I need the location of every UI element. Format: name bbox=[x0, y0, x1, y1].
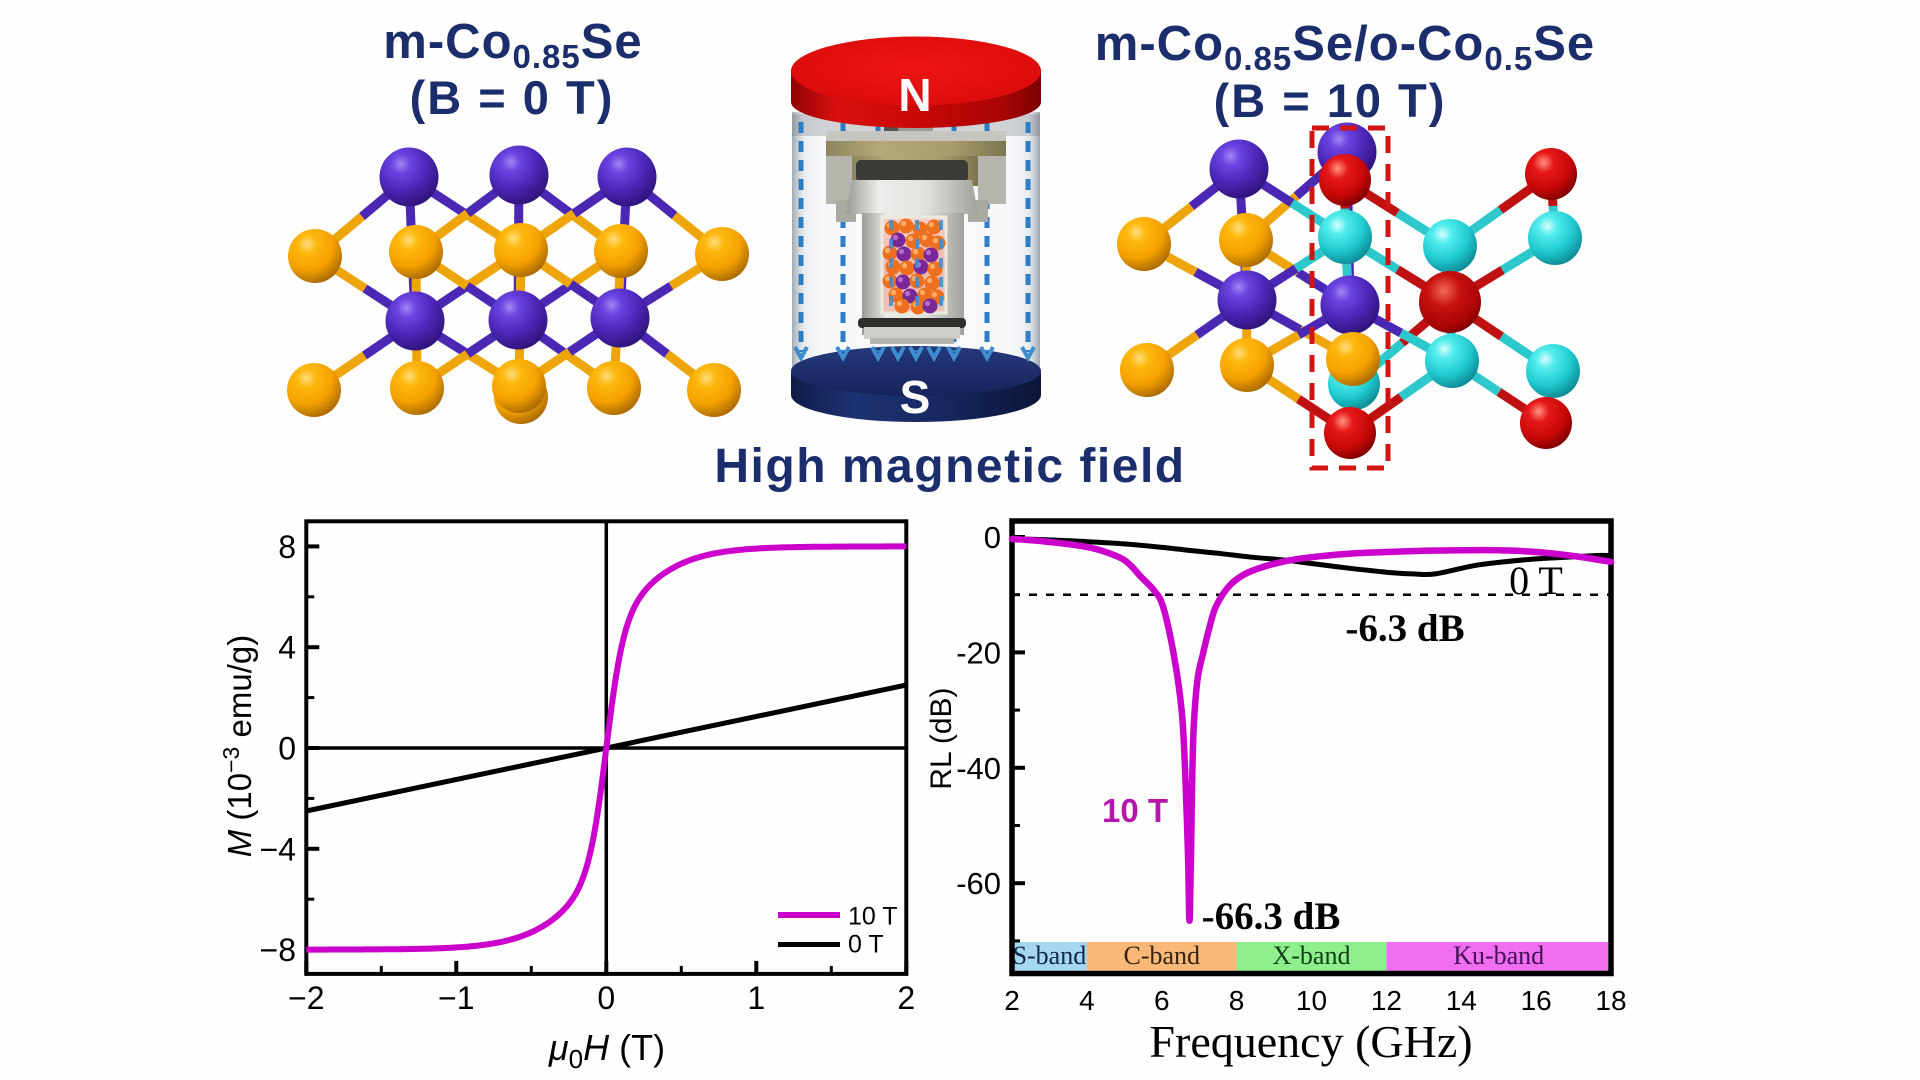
svg-text:X-band: X-band bbox=[1273, 941, 1351, 970]
svg-text:S-band: S-band bbox=[1013, 941, 1087, 970]
svg-text:0 T: 0 T bbox=[848, 931, 884, 959]
svg-text:-60: -60 bbox=[956, 866, 1001, 901]
svg-text:0: 0 bbox=[278, 731, 296, 767]
svg-text:-66.3 dB: -66.3 dB bbox=[1202, 895, 1341, 938]
svg-text:C-band: C-band bbox=[1124, 941, 1201, 970]
svg-text:16: 16 bbox=[1521, 985, 1552, 1016]
svg-text:6: 6 bbox=[1154, 985, 1170, 1016]
svg-text:−4: −4 bbox=[260, 831, 296, 867]
svg-text:8: 8 bbox=[1229, 985, 1245, 1016]
svg-text:10: 10 bbox=[1296, 985, 1327, 1016]
svg-text:Ku-band: Ku-band bbox=[1453, 941, 1544, 970]
svg-text:4: 4 bbox=[278, 630, 296, 666]
svg-text:RL (dB): RL (dB) bbox=[925, 687, 958, 789]
svg-text:N: N bbox=[898, 69, 931, 121]
svg-text:Frequency (GHz): Frequency (GHz) bbox=[1149, 1016, 1472, 1067]
svg-text:M (10−3 emu/g): M (10−3 emu/g) bbox=[218, 635, 258, 857]
svg-text:4: 4 bbox=[1079, 985, 1095, 1016]
svg-text:2: 2 bbox=[897, 980, 915, 1016]
svg-text:m-Co0.85​Se/o-Co0.5​Se: m-Co0.85​Se/o-Co0.5​Se bbox=[1095, 17, 1595, 77]
svg-text:m-Co0.85​Se: m-Co0.85​Se bbox=[383, 15, 642, 75]
svg-text:0: 0 bbox=[597, 980, 615, 1016]
svg-text:10 T: 10 T bbox=[1102, 792, 1168, 829]
svg-text:0 T: 0 T bbox=[1509, 558, 1563, 603]
svg-text:14: 14 bbox=[1446, 985, 1477, 1016]
svg-text:μ0H (T): μ0H (T) bbox=[548, 1027, 665, 1074]
svg-text:-20: -20 bbox=[956, 635, 1001, 670]
svg-text:−2: −2 bbox=[288, 980, 324, 1016]
svg-text:1: 1 bbox=[747, 980, 765, 1016]
svg-text:18: 18 bbox=[1595, 985, 1626, 1016]
svg-text:S: S bbox=[900, 371, 931, 423]
svg-text:(B = 0 T): (B = 0 T) bbox=[410, 71, 615, 124]
svg-text:(B = 10 T): (B = 10 T) bbox=[1214, 74, 1447, 127]
svg-text:12: 12 bbox=[1371, 985, 1402, 1016]
svg-text:0: 0 bbox=[984, 520, 1001, 555]
svg-text:-6.3 dB: -6.3 dB bbox=[1345, 607, 1464, 650]
svg-text:8: 8 bbox=[278, 529, 296, 565]
svg-text:−8: −8 bbox=[260, 932, 296, 968]
svg-text:−1: −1 bbox=[438, 980, 474, 1016]
svg-text:10 T: 10 T bbox=[848, 903, 898, 931]
svg-text:-40: -40 bbox=[956, 751, 1001, 786]
svg-text:2: 2 bbox=[1004, 985, 1020, 1016]
svg-text:High magnetic field: High magnetic field bbox=[714, 440, 1185, 493]
